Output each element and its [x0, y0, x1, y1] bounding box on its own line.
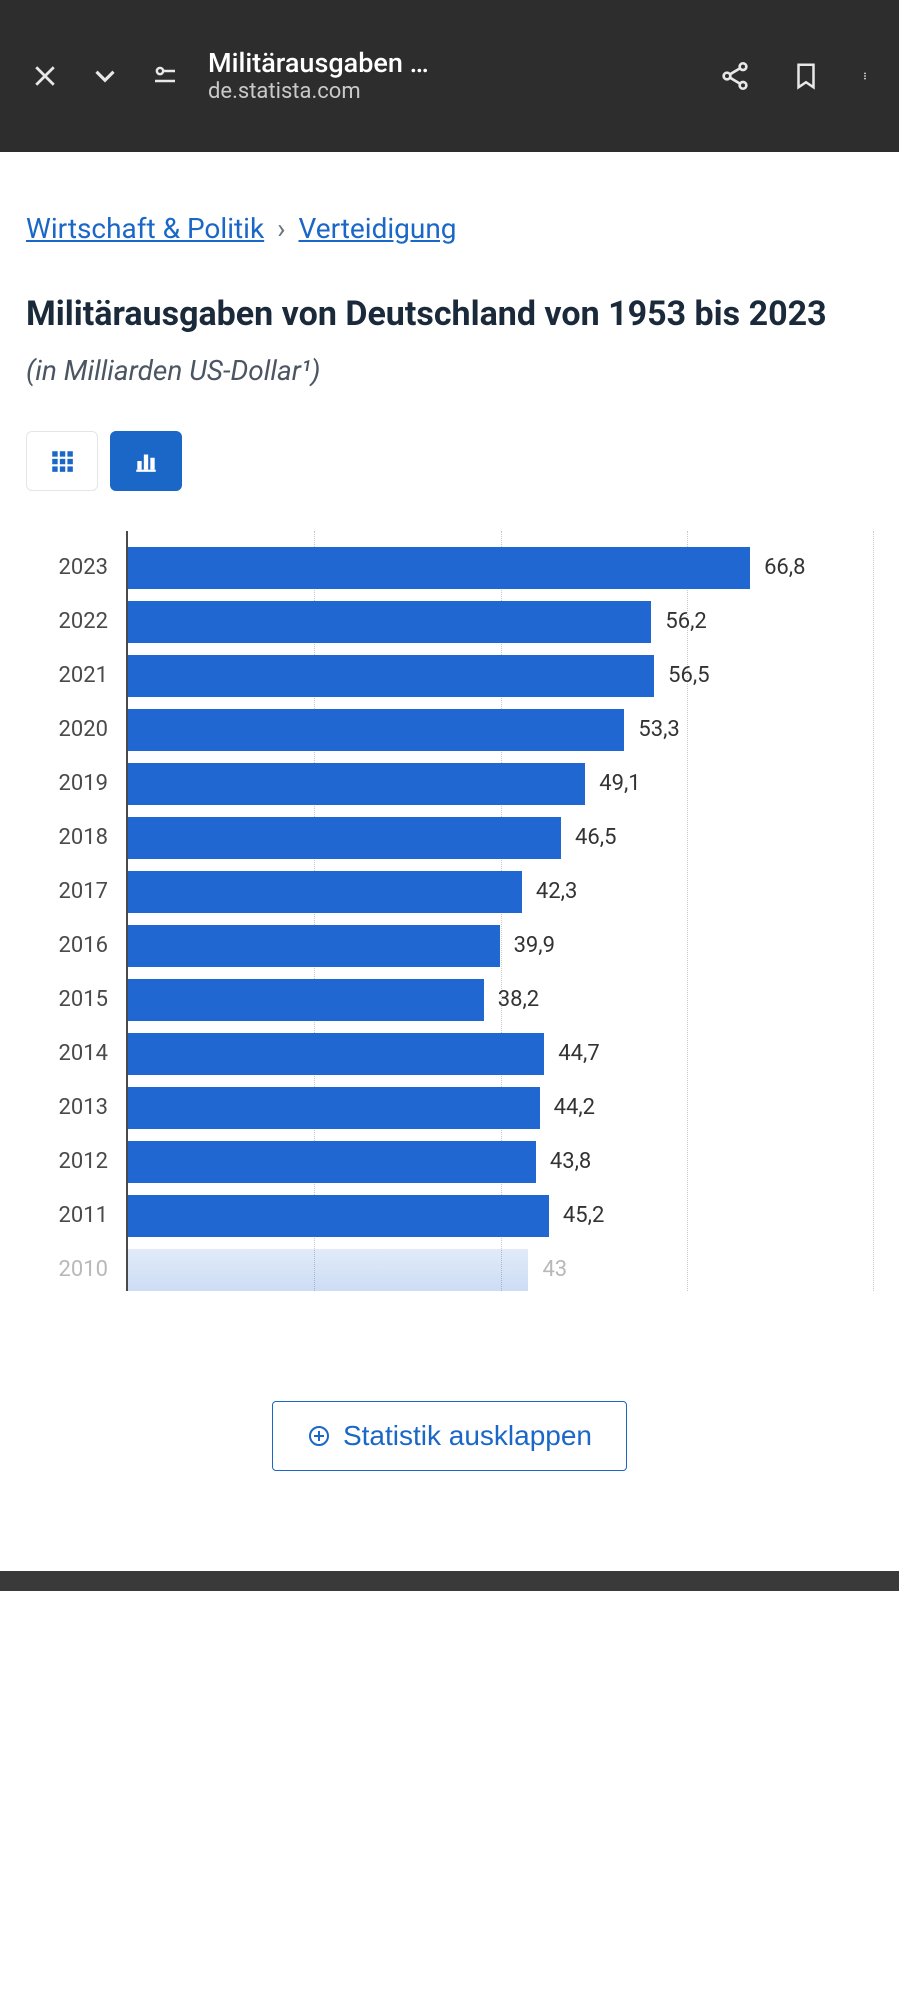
- chart-value-label: 44,7: [558, 1041, 599, 1066]
- chart-bar: [128, 1141, 536, 1183]
- breadcrumb-link-1[interactable]: Wirtschaft & Politik: [26, 212, 264, 245]
- chart-value-label: 38,2: [498, 987, 539, 1012]
- chart-value-label: 56,5: [668, 663, 709, 688]
- chart-value-label: 46,5: [575, 825, 616, 850]
- browser-toolbar: Militärausgaben … de.statista.com: [0, 0, 899, 152]
- chart-row[interactable]: 201639,9: [128, 919, 873, 973]
- page-content: Wirtschaft & Politik › Verteidigung Mili…: [0, 152, 899, 1571]
- chart-value-label: 43,8: [550, 1149, 591, 1174]
- chart: 202366,8202256,2202156,5202053,3201949,1…: [26, 531, 873, 1291]
- chart-row[interactable]: 202366,8: [128, 541, 873, 595]
- chart-row[interactable]: 202053,3: [128, 703, 873, 757]
- chart-row-year: 2021: [59, 663, 108, 688]
- chart-bar: [128, 817, 561, 859]
- chart-row[interactable]: 201344,2: [128, 1081, 873, 1135]
- share-icon[interactable]: [719, 60, 751, 92]
- chart-bar: [128, 1195, 549, 1237]
- chart-plot-area: 202366,8202256,2202156,5202053,3201949,1…: [126, 531, 873, 1291]
- chart-value-label: 42,3: [536, 879, 577, 904]
- breadcrumb: Wirtschaft & Politik › Verteidigung: [26, 212, 873, 245]
- chart-bar: [128, 1249, 528, 1291]
- chart-row[interactable]: 201538,2: [128, 973, 873, 1027]
- chart-row-year: 2013: [59, 1095, 108, 1120]
- chart-bar: [128, 547, 750, 589]
- chart-row[interactable]: 202156,5: [128, 649, 873, 703]
- chart-row-year: 2017: [59, 879, 108, 904]
- chart-value-label: 44,2: [554, 1095, 595, 1120]
- chart-bar: [128, 763, 585, 805]
- chart-row-year: 2011: [59, 1203, 108, 1228]
- chart-value-label: 43: [542, 1257, 567, 1282]
- chart-value-label: 39,9: [514, 933, 555, 958]
- footer-separator: [0, 1571, 899, 1591]
- page-subtitle: (in Milliarden US-Dollar¹): [26, 354, 873, 387]
- breadcrumb-separator: ›: [277, 212, 285, 245]
- chart-bar: [128, 925, 500, 967]
- chart-bar: [128, 1033, 544, 1075]
- expand-statistics-button[interactable]: Statistik ausklappen: [272, 1401, 627, 1471]
- chart-value-label: 66,8: [764, 555, 805, 580]
- chart-row[interactable]: 201444,7: [128, 1027, 873, 1081]
- chart-bar: [128, 871, 522, 913]
- chart-row[interactable]: 201949,1: [128, 757, 873, 811]
- settings-sliders-icon[interactable]: [150, 61, 180, 91]
- chart-bar: [128, 601, 651, 643]
- chart-row[interactable]: 201243,8: [128, 1135, 873, 1189]
- chart-bar: [128, 655, 654, 697]
- more-vertical-icon[interactable]: [861, 61, 869, 91]
- chart-row-year: 2014: [59, 1041, 108, 1066]
- chevron-down-icon[interactable]: [88, 59, 122, 93]
- chart-view-button[interactable]: [110, 431, 182, 491]
- chart-row-year: 2016: [59, 933, 108, 958]
- chart-row[interactable]: 201846,5: [128, 811, 873, 865]
- breadcrumb-link-2[interactable]: Verteidigung: [299, 212, 457, 245]
- table-view-button[interactable]: [26, 431, 98, 491]
- tab-domain: de.statista.com: [208, 79, 681, 105]
- chart-row[interactable]: 201742,3: [128, 865, 873, 919]
- chart-bar: [128, 709, 624, 751]
- chart-row-year: 2010: [59, 1257, 108, 1282]
- chart-rows: 202366,8202256,2202156,5202053,3201949,1…: [128, 541, 873, 1297]
- chart-bar: [128, 1087, 540, 1129]
- chart-value-label: 56,2: [665, 609, 706, 634]
- chart-row-year: 2020: [59, 717, 108, 742]
- chart-row-year: 2022: [59, 609, 108, 634]
- chart-value-label: 45,2: [563, 1203, 604, 1228]
- chart-value-label: 53,3: [638, 717, 679, 742]
- chart-value-label: 49,1: [599, 771, 640, 796]
- chart-row-year: 2019: [59, 771, 108, 796]
- chart-row-year: 2015: [59, 987, 108, 1012]
- chart-row[interactable]: 201145,2: [128, 1189, 873, 1243]
- chart-row-year: 2018: [59, 825, 108, 850]
- page-title: Militärausgaben von Deutschland von 1953…: [26, 293, 873, 336]
- chart-row-year: 2012: [59, 1149, 108, 1174]
- chart-bar: [128, 979, 484, 1021]
- view-toggle: [26, 431, 873, 491]
- expand-button-label: Statistik ausklappen: [343, 1420, 592, 1452]
- chart-row[interactable]: 201043: [128, 1243, 873, 1297]
- chart-row[interactable]: 202256,2: [128, 595, 873, 649]
- page-title-group[interactable]: Militärausgaben … de.statista.com: [208, 47, 681, 106]
- bookmark-icon[interactable]: [791, 59, 821, 93]
- tab-title: Militärausgaben …: [208, 47, 681, 79]
- close-icon[interactable]: [30, 61, 60, 91]
- chart-row-year: 2023: [59, 555, 108, 580]
